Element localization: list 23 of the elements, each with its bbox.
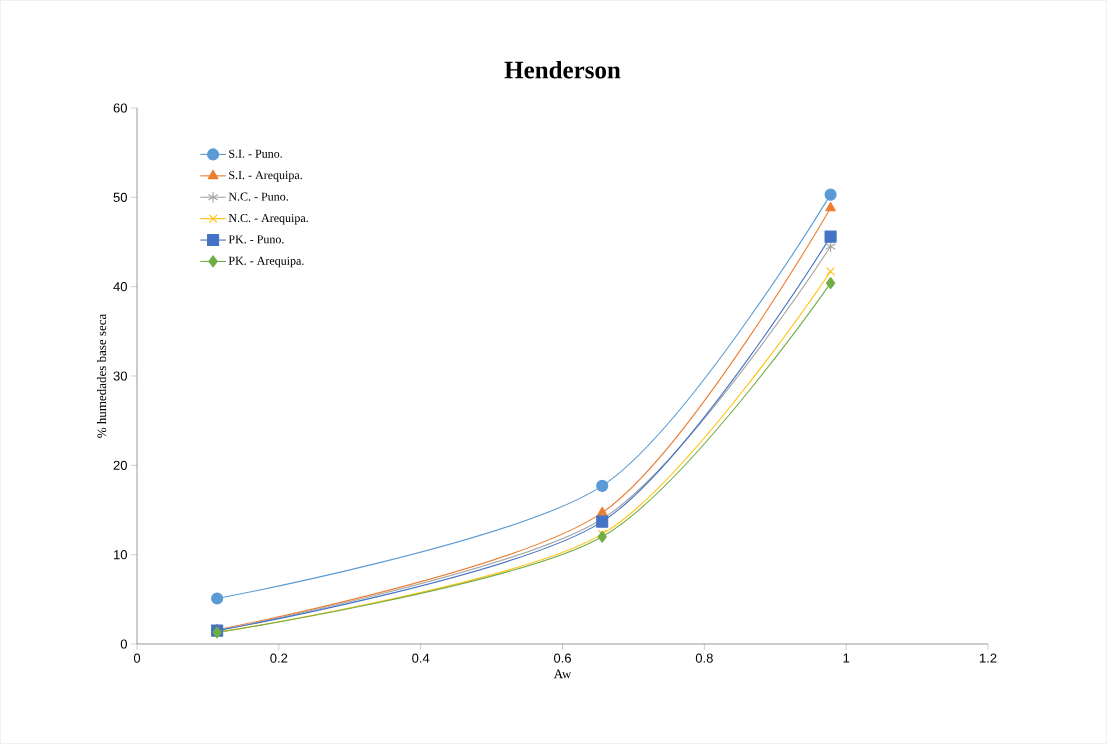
legend-label: PK. - Arequipa. [228, 256, 304, 268]
y-tick-label: 60 [113, 103, 127, 113]
legend-label: S.I. - Arequipa. [229, 171, 302, 182]
y-axis-title: % humedades base seca [97, 313, 107, 438]
y-tick-label: 10 [114, 550, 127, 560]
legend-label: N.C. - Arequipa. [228, 213, 308, 225]
y-tick-label: 30 [113, 371, 127, 381]
x-tick-label: 1 [843, 653, 850, 663]
x-tick-label: 0.2 [270, 653, 288, 663]
x-tick-label: 0.6 [553, 653, 571, 663]
legend-label: S.I. - Puno. [229, 149, 282, 158]
x-tick-label: 1.2 [979, 653, 997, 663]
y-tick-label: 40 [113, 282, 127, 292]
x-tick-label: 0 [133, 653, 141, 663]
x-axis-title: Aw [553, 669, 572, 679]
legend-label: PK. - Puno. [228, 235, 284, 244]
y-tick-label: 0 [120, 639, 127, 649]
x-tick-label: 0.8 [695, 653, 713, 663]
y-tick-label: 50 [113, 192, 127, 202]
legend-label: N.C. - Puno. [228, 192, 288, 201]
chart-title: Henderson [504, 60, 621, 79]
y-tick-label: 20 [113, 460, 127, 470]
x-tick-label: 0.4 [412, 653, 430, 663]
